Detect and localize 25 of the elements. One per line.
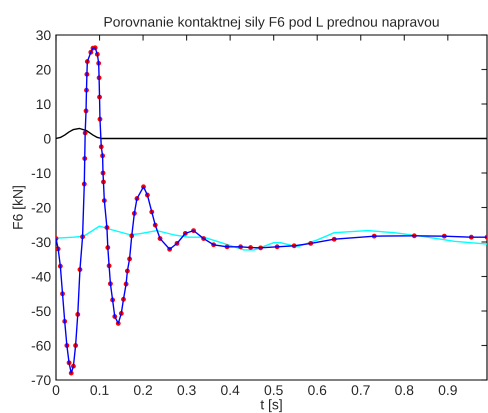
x-tick-label: 0.9 (438, 385, 457, 396)
x-tick-label: 0.8 (395, 385, 414, 396)
x-tick-label: 0.3 (177, 385, 196, 396)
y-tick-label: -30 (32, 237, 51, 248)
y-tick-label: -20 (32, 202, 51, 213)
x-tick-label: 0 (52, 385, 60, 396)
line-series (56, 225, 487, 251)
x-tick-label: 0.4 (221, 385, 240, 396)
y-tick-label: 30 (36, 30, 51, 40)
x-tick-label: 0.2 (134, 385, 152, 396)
y-tick-label: -70 (32, 375, 51, 386)
x-tick-label: 0.5 (264, 385, 283, 396)
x-tick-label: 0.6 (308, 385, 326, 396)
y-tick-label: 10 (36, 99, 51, 110)
x-tick-label: 0.1 (90, 385, 109, 396)
chart-title: Porovnanie kontaktnej sily F6 pod L prednou napravou (104, 16, 439, 30)
x-tick-label: 0.7 (352, 385, 370, 396)
y-tick-label: -60 (32, 340, 51, 351)
y-tick-label: -40 (32, 272, 51, 282)
y-tick-label: 20 (36, 64, 51, 75)
x-axis-title: t [s] (260, 399, 282, 412)
y-tick-label: -10 (32, 168, 51, 178)
y-tick-label: -50 (32, 306, 51, 316)
y-tick-label: 0 (44, 134, 51, 144)
y-axis-title: F6 [kN] (12, 186, 26, 229)
